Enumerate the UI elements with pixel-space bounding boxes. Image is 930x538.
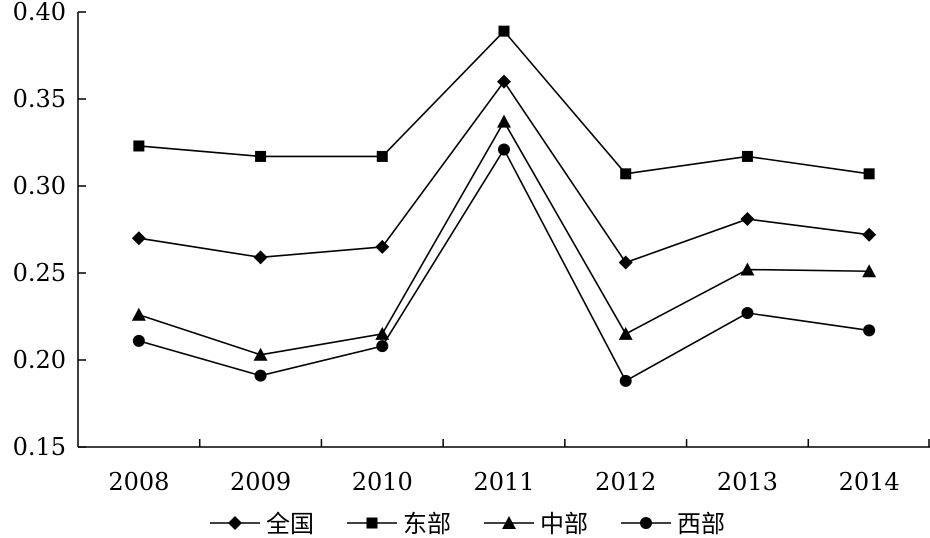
axes (77, 12, 930, 448)
legend-marker (502, 516, 516, 529)
data-point (497, 74, 511, 89)
data-point (862, 227, 877, 242)
data-point (618, 326, 633, 340)
data-point (131, 231, 146, 246)
series-line (138, 120, 870, 356)
legend-label: 中部 (540, 510, 588, 538)
x-axis-ticks: 2008 2009 2010 2011 2012 2013 2014 (108, 439, 930, 496)
data-point (741, 307, 754, 320)
data-point (620, 168, 632, 180)
data-point (740, 212, 755, 227)
x-tick-label: 2012 (595, 468, 656, 496)
legend-item: 东部 (347, 510, 451, 538)
data-point (862, 264, 877, 278)
legend-item: 中部 (484, 510, 588, 538)
legend-item: 西部 (621, 510, 725, 538)
data-point (375, 239, 390, 254)
x-tick-label: 2014 (839, 468, 900, 496)
data-point (497, 114, 511, 128)
y-tick-label: 0.40 (13, 0, 66, 26)
legend: 全国 东部 中部 西部 (210, 510, 725, 538)
series-circle (132, 143, 876, 387)
data-point (375, 326, 390, 340)
x-tick-label: 2013 (717, 468, 778, 496)
legend-marker (640, 517, 652, 529)
data-point (253, 250, 268, 265)
series-square (133, 25, 875, 180)
data-point (618, 255, 633, 270)
x-tick-label: 2010 (352, 468, 413, 496)
y-tick-label: 0.15 (13, 433, 66, 461)
data-point (376, 340, 389, 353)
x-tick-label: 2009 (230, 468, 291, 496)
data-point (498, 143, 510, 156)
data-point (376, 150, 388, 162)
data-point (863, 168, 875, 180)
legend-label: 全国 (266, 510, 314, 538)
data-point (740, 262, 755, 276)
data-point (133, 140, 145, 152)
data-point (253, 347, 268, 361)
data-point (863, 324, 876, 337)
series-diamond (131, 74, 877, 270)
series-line (138, 80, 870, 264)
x-tick-label: 2008 (108, 468, 169, 496)
data-point (131, 307, 146, 321)
data-point (254, 369, 267, 382)
series-group (131, 25, 877, 387)
y-tick-label: 0.30 (13, 172, 66, 200)
data-point (132, 334, 145, 347)
data-point (255, 150, 267, 162)
legend-marker (366, 517, 378, 529)
data-point (619, 374, 632, 387)
x-tick-label: 2011 (473, 468, 534, 496)
y-tick-label: 0.35 (13, 85, 66, 113)
legend-item: 全国 (210, 510, 314, 538)
legend-marker (228, 516, 242, 530)
series-line (138, 147, 870, 382)
y-tick-label: 0.25 (13, 259, 66, 287)
data-point (741, 150, 753, 162)
y-axis-ticks: 0.15 0.20 0.25 0.30 0.35 0.40 (13, 0, 86, 461)
legend-label: 东部 (403, 510, 451, 538)
series-triangle (131, 114, 877, 361)
y-tick-label: 0.20 (13, 346, 66, 374)
data-point (498, 25, 510, 37)
legend-label: 西部 (677, 510, 725, 538)
